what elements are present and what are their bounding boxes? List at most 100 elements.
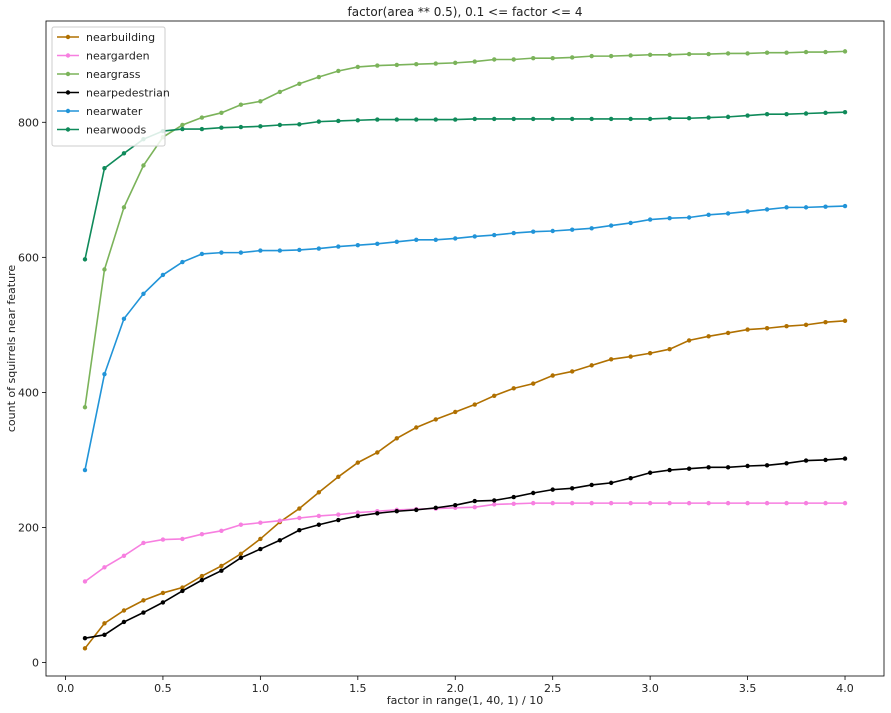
series-line [84, 502, 846, 583]
legend-swatch-marker [65, 127, 71, 132]
data-point [316, 522, 322, 527]
data-point [803, 111, 809, 116]
data-point [842, 109, 848, 115]
data-point [394, 509, 399, 514]
data-point [141, 540, 146, 546]
data-point [492, 232, 497, 238]
data-point [472, 234, 477, 239]
data-point [531, 55, 536, 61]
data-point [803, 49, 809, 55]
data-point [686, 116, 692, 121]
data-point [219, 528, 224, 534]
data-point [667, 116, 672, 121]
data-point [297, 81, 302, 86]
data-point [102, 621, 107, 626]
data-point [336, 118, 341, 124]
data-point [823, 204, 828, 209]
data-point [258, 520, 263, 525]
data-point [550, 55, 555, 61]
data-point [199, 577, 205, 583]
data-point [180, 536, 185, 542]
series-nearbuilding [82, 318, 848, 651]
data-point [277, 538, 283, 543]
data-point [219, 125, 224, 130]
plot-border [45, 20, 885, 677]
data-point [842, 318, 848, 324]
data-point [102, 267, 107, 272]
data-point [764, 326, 770, 331]
legend-item-nearpedestrian: nearpedestrian [57, 87, 170, 100]
x-tick-label: 0.5 [154, 682, 172, 695]
data-point [394, 117, 399, 122]
data-point [102, 565, 107, 570]
data-point [842, 500, 848, 506]
data-point [628, 116, 633, 122]
data-point [238, 555, 244, 561]
data-point [628, 354, 633, 359]
data-point [141, 163, 146, 168]
data-point [706, 500, 711, 506]
data-point [784, 205, 789, 210]
data-point [823, 500, 828, 506]
data-point [803, 322, 809, 328]
data-point [745, 463, 750, 469]
legend-label: nearpedestrian [86, 87, 170, 100]
chart-title: factor(area ** 0.5), 0.1 <= factor <= 4 [348, 5, 583, 19]
data-point [453, 117, 458, 122]
data-point [511, 116, 516, 122]
data-point [258, 536, 263, 542]
data-point [628, 53, 633, 58]
data-point [355, 460, 361, 465]
data-point [199, 531, 205, 537]
data-point [414, 237, 419, 242]
data-point [784, 500, 789, 506]
data-point [199, 126, 205, 132]
data-point [82, 405, 88, 410]
data-point [433, 61, 438, 66]
data-point [511, 386, 516, 391]
data-point [511, 494, 516, 500]
data-point [569, 486, 575, 491]
data-point [531, 381, 536, 386]
x-tick-label: 1.5 [349, 682, 367, 695]
data-point [277, 89, 283, 95]
data-point [297, 527, 302, 533]
data-point [277, 518, 283, 523]
data-point [258, 248, 263, 253]
data-point [238, 250, 244, 255]
data-point [686, 338, 692, 343]
data-point [355, 510, 361, 515]
data-point [686, 466, 692, 471]
data-point [414, 425, 419, 430]
data-point [453, 502, 458, 508]
series-neargarden [82, 500, 848, 584]
legend-label: nearwoods [86, 124, 146, 137]
legend-label: nearwater [86, 105, 143, 118]
legend-swatch-marker [65, 71, 71, 77]
data-point [803, 458, 809, 463]
y-axis-label: count of squirrels near feature [5, 265, 18, 432]
series-line [84, 320, 846, 649]
legend-swatch-marker [65, 90, 71, 95]
data-point [784, 461, 789, 466]
data-point [82, 579, 88, 584]
data-point [745, 209, 750, 214]
data-point [706, 212, 711, 217]
data-point [647, 500, 653, 506]
legend-label: nearbuilding [86, 31, 155, 44]
data-point [706, 334, 711, 339]
data-point [550, 373, 555, 378]
data-point [82, 646, 88, 651]
data-point [121, 619, 127, 625]
series-line [84, 50, 846, 408]
data-point [569, 369, 575, 374]
data-point [199, 573, 205, 579]
data-point [569, 500, 575, 506]
data-point [355, 118, 361, 123]
data-point [160, 590, 166, 596]
data-point [647, 217, 653, 222]
data-point [492, 116, 497, 122]
series-nearwater [82, 203, 848, 473]
legend-swatch-marker [65, 34, 71, 40]
data-point [706, 51, 711, 57]
